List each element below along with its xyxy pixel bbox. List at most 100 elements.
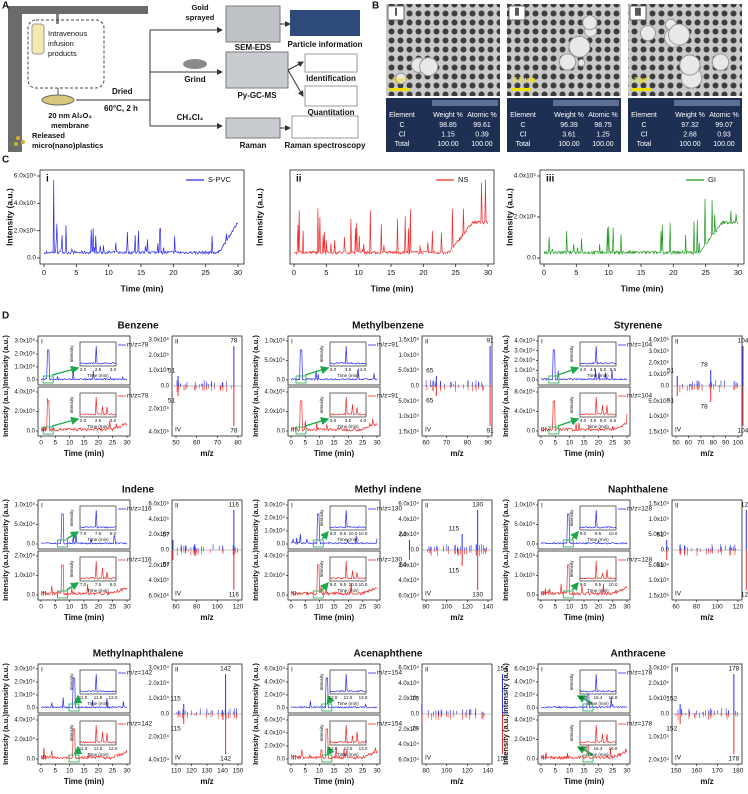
legend-label: GI (708, 175, 716, 184)
inset-tick: 9.0 (580, 531, 587, 536)
y-tick-label: 4.0x10⁵ (14, 389, 35, 396)
zoom-arrow (320, 581, 329, 592)
numeral: I (291, 339, 293, 346)
y-tick-label: 1.0x10⁵ (264, 338, 285, 345)
y-tick-label: 2.0x10⁵ (514, 214, 537, 221)
x-tick-label: 15 (80, 604, 88, 611)
compound-title: Indene (122, 485, 155, 496)
x-tick-label: 120 (233, 604, 244, 611)
label: Particle information (287, 40, 362, 49)
sem-image (507, 4, 621, 96)
zoom-arrow (66, 531, 80, 540)
inset-tick: 16.4 (594, 746, 603, 751)
chromatogram (293, 179, 489, 256)
y-tick-label: 4.0x10⁴ (514, 338, 535, 345)
zoom-box (57, 590, 68, 599)
numeral: I (291, 503, 293, 510)
peak-label: 65 (426, 368, 434, 375)
mz-label: m/z=104 (627, 342, 652, 349)
x-tick-label: 10 (566, 604, 574, 611)
y-tick-label: 3.0x10⁴ (148, 665, 169, 672)
inset-tick: 11.0 (79, 746, 88, 751)
inset-tick: 10.0 (609, 531, 618, 536)
inset-frame (329, 341, 367, 367)
y-axis-label: Intensity (a.u.) (251, 550, 260, 601)
table-cell: 100.00 (558, 141, 580, 148)
y-tick-label: 4.0x10⁴ (398, 516, 419, 523)
x-tick-label: 140 (483, 604, 494, 611)
zoom-box (548, 426, 560, 435)
inset-y-label: Intensity (569, 560, 574, 578)
inset-trace (79, 509, 116, 529)
inset-tick: 10.5 (359, 531, 368, 536)
x-tick-label: 130 (202, 768, 213, 775)
y-axis-label: Intensity (a.u.) (251, 499, 260, 550)
inset-frame (79, 720, 117, 746)
inset-tick: 13.0 (359, 746, 368, 751)
chromatogram (40, 677, 128, 710)
x-tick-label: 80 (464, 440, 472, 447)
x-tick-label: 10 (316, 768, 324, 775)
inset-y-label: Intensity (69, 673, 74, 691)
numeral: IV (175, 755, 182, 762)
inset-tick: 7.0 (80, 582, 87, 587)
table-cell: 0.39 (475, 131, 489, 138)
x-axis-label: m/z (700, 449, 713, 458)
y-tick-label: 5.0x10⁴ (648, 562, 669, 569)
peak-label: 78 (700, 362, 708, 369)
peak-label: 78 (230, 338, 238, 345)
eds-strip (553, 100, 619, 106)
y-tick-label: 4.0x10⁴ (148, 757, 169, 764)
y-axis-label: Intensity (a.u.) (1, 714, 10, 765)
x-tick-label: 60 (172, 604, 180, 611)
table-cell: 100.00 (437, 141, 459, 148)
peak-label: 64 (399, 562, 407, 569)
inset-tick: 5.5 (610, 418, 617, 423)
x-tick-label: 70 (697, 440, 705, 447)
y-tick-label: 1.5x10⁵ (648, 593, 669, 600)
inset-frame (329, 720, 367, 746)
inset-x-label: Time (min) (337, 373, 359, 378)
legend-label: NS (458, 175, 468, 184)
x-axis-label: m/z (200, 449, 213, 458)
x-tick-label: 180 (733, 768, 744, 775)
inset-y-label: Intensity (319, 509, 324, 527)
inset-frame (79, 392, 117, 418)
table-cell: C (641, 122, 646, 129)
x-tick-label: 30 (484, 268, 492, 277)
y-tick-label: 4.0x10⁴ (514, 408, 535, 415)
y-tick-label: 6.0x10⁵ (148, 501, 169, 508)
zoom-box (57, 539, 68, 548)
x-axis-label: Time (min) (314, 613, 355, 622)
table-cell: 98.75 (594, 122, 612, 129)
numeral: III (41, 591, 47, 598)
numeral: I (41, 339, 43, 346)
panel-label: C (2, 155, 9, 166)
y-tick-label: 0.0 (161, 384, 170, 390)
peak-label: 57 (163, 562, 171, 569)
mz-label: m/z=128 (627, 506, 652, 513)
plot-frame (287, 499, 381, 550)
inset-tick: 2.5 (95, 367, 102, 372)
inset-tick: 3.5 (345, 418, 352, 423)
y-tick-label: 0.0 (27, 706, 36, 712)
inset-y-label: Intensity (319, 560, 324, 578)
x-tick-label: 20 (595, 604, 603, 611)
inset-tick: 10.0 (609, 582, 618, 587)
x-tick-label: 5 (54, 440, 58, 447)
y-tick-label: 2.0x10⁴ (264, 743, 285, 750)
y-tick-label: 1.0x10⁴ (264, 528, 285, 535)
inset-tick: 3.0 (330, 418, 337, 423)
inset-frame (579, 505, 617, 531)
x-tick-label: 80 (193, 604, 201, 611)
x-tick-label: 120 (733, 604, 744, 611)
table-cell: 100.00 (471, 141, 493, 148)
y-tick-label: 0.0 (277, 593, 286, 599)
y-tick-label: 1.0x10⁵ (398, 413, 419, 420)
y-tick-label: 2.0x10⁴ (14, 679, 35, 686)
table-cell: 97.32 (681, 122, 699, 129)
x-axis-label: Time (min) (314, 449, 355, 458)
x-tick-label: 10 (354, 268, 362, 277)
x-tick-label: 10 (316, 604, 324, 611)
y-tick-label: 3.0x10⁵ (148, 337, 169, 344)
